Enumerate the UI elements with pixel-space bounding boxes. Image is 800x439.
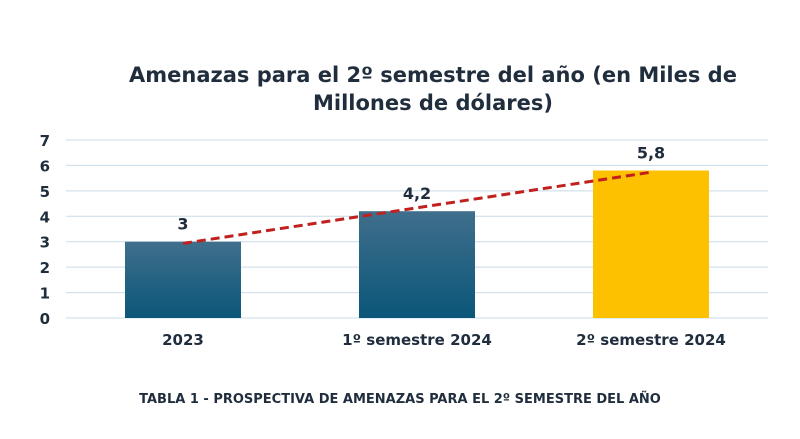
data-labels: 3 4,2 5,8 (177, 144, 665, 234)
x-category-label: 2023 (162, 331, 204, 349)
chart-title-line-1: Amenazas para el 2º semestre del año (en… (129, 63, 737, 87)
y-tick-label: 1 (40, 285, 50, 303)
y-tick-label: 6 (40, 157, 50, 175)
bar-3 (593, 170, 709, 318)
x-axis-categories: 2023 1º semestre 2024 2º semestre 2024 (162, 331, 726, 349)
data-label: 5,8 (637, 144, 665, 163)
y-tick-label: 4 (40, 208, 50, 226)
x-category-label: 1º semestre 2024 (342, 331, 492, 349)
bar-1 (125, 241, 241, 318)
y-tick-label: 2 (40, 259, 50, 277)
y-tick-label: 0 (40, 310, 50, 328)
x-category-label: 2º semestre 2024 (576, 331, 726, 349)
trendline-dashed (182, 170, 652, 245)
y-tick-label: 7 (40, 132, 50, 150)
y-axis-ticks: 0 1 2 3 4 5 6 7 (40, 132, 50, 328)
y-tick-label: 3 (40, 234, 50, 252)
bar-2 (359, 211, 475, 318)
figure-caption: TABLA 1 - PROSPECTIVA DE AMENAZAS PARA E… (139, 391, 661, 407)
chart-title-line-2: Millones de dólares) (313, 91, 553, 115)
data-label: 4,2 (403, 184, 431, 203)
trendline (182, 170, 652, 245)
data-label: 3 (177, 215, 188, 234)
y-tick-label: 5 (40, 183, 50, 201)
bars (125, 170, 709, 318)
chart-title: Amenazas para el 2º semestre del año (en… (129, 63, 737, 115)
